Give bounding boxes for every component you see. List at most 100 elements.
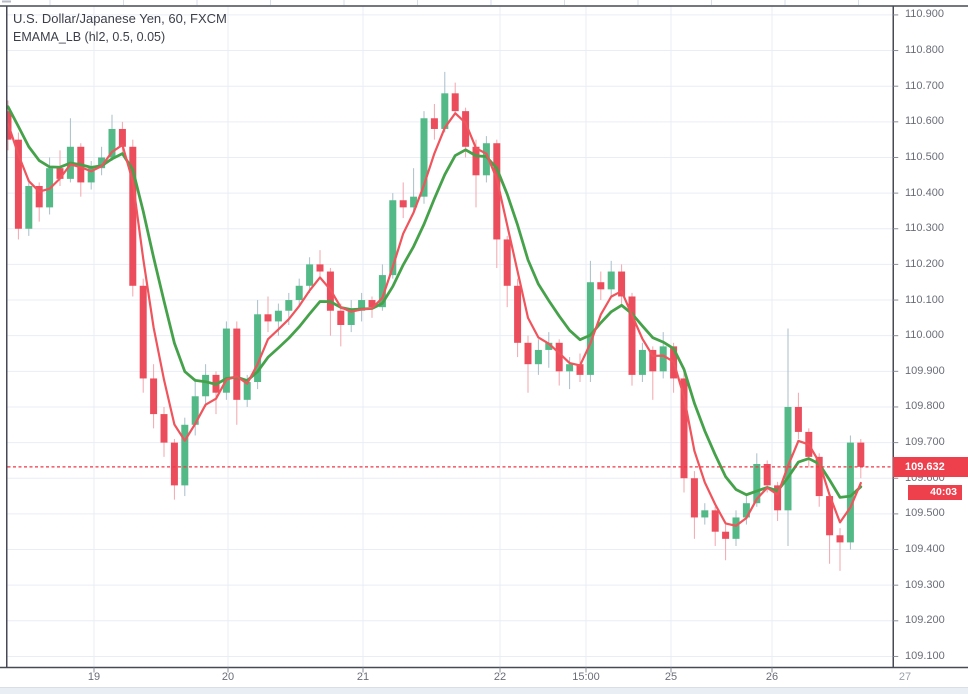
candle xyxy=(514,285,522,343)
candle xyxy=(555,342,563,372)
candle xyxy=(566,364,574,372)
candle xyxy=(87,168,95,183)
candle xyxy=(306,264,314,286)
price-axis-label: 110.000 xyxy=(905,329,944,342)
price-axis-label: 110.900 xyxy=(905,8,944,21)
candle xyxy=(25,185,33,229)
candle xyxy=(222,328,230,393)
candle xyxy=(534,349,542,365)
bar-countdown-badge: 40:03 xyxy=(908,484,962,500)
candle xyxy=(774,485,782,511)
candle xyxy=(14,139,22,229)
time-axis-label: 15:00 xyxy=(572,671,600,683)
candle xyxy=(649,349,657,372)
candle xyxy=(202,374,210,397)
candle xyxy=(410,196,418,208)
candles-layer xyxy=(7,71,865,571)
ema-line-mama xyxy=(7,112,862,527)
candle xyxy=(638,349,646,375)
candle xyxy=(836,535,844,543)
price-axis-label: 110.100 xyxy=(905,293,944,306)
chart-pane[interactable] xyxy=(7,6,893,668)
candle xyxy=(35,185,43,208)
price-axis[interactable]: 110.900 110.800 110.700 110.600 110.500 110.4… xyxy=(893,0,968,687)
candle xyxy=(784,406,792,511)
price-axis-label: 110.200 xyxy=(905,257,944,270)
candle xyxy=(254,314,262,383)
candle xyxy=(150,378,158,415)
candle xyxy=(628,296,636,375)
candle xyxy=(98,157,106,169)
candle xyxy=(857,442,865,467)
candle xyxy=(753,463,761,504)
candle xyxy=(316,264,324,272)
candle xyxy=(472,146,480,176)
candle xyxy=(285,300,293,311)
price-axis-label: 110.800 xyxy=(905,44,944,57)
price-axis-label: 110.400 xyxy=(905,186,944,199)
candle xyxy=(659,346,667,372)
candle xyxy=(191,396,199,425)
price-axis-label: 109.300 xyxy=(905,578,945,591)
candle xyxy=(420,118,428,197)
last-price-badge: 109.632 xyxy=(893,456,968,477)
candle xyxy=(368,300,376,308)
candle xyxy=(742,503,750,518)
candle xyxy=(846,442,854,543)
price-axis-label: 109.100 xyxy=(905,649,945,662)
candle xyxy=(274,310,282,322)
candle xyxy=(108,128,116,158)
candle xyxy=(815,456,823,497)
candle xyxy=(732,517,740,539)
candle xyxy=(576,364,584,375)
candle xyxy=(493,143,501,240)
candle xyxy=(337,310,345,325)
time-axis-label: 27 xyxy=(898,671,912,683)
candle xyxy=(462,111,470,147)
candle xyxy=(160,414,168,443)
candle xyxy=(763,463,771,486)
candle xyxy=(524,342,532,365)
candle xyxy=(441,93,449,129)
candle xyxy=(794,406,802,432)
candle xyxy=(680,378,688,479)
candle xyxy=(722,531,730,539)
candle xyxy=(618,271,626,297)
candle xyxy=(378,275,386,308)
candle xyxy=(545,342,553,350)
time-axis-label: 22 xyxy=(493,671,507,683)
candle xyxy=(586,282,594,375)
candle xyxy=(243,382,251,400)
price-axis-label: 109.200 xyxy=(905,614,945,627)
symbol-title: U.S. Dollar/Japanese Yen, 60, FXCM xyxy=(13,11,227,26)
candle xyxy=(826,496,834,536)
price-axis-label: 110.600 xyxy=(905,115,944,128)
candle xyxy=(690,478,698,518)
price-axis-label: 109.800 xyxy=(905,400,945,413)
candle xyxy=(139,285,147,379)
candle xyxy=(233,328,241,400)
candle xyxy=(181,424,189,486)
time-axis-label: 20 xyxy=(221,671,235,683)
candle xyxy=(56,168,64,179)
toolbar-cut-fragment xyxy=(2,0,11,3)
price-axis-label: 109.400 xyxy=(905,543,945,556)
ema-line-fama xyxy=(7,105,863,499)
bottom-strip xyxy=(0,687,968,694)
candle xyxy=(597,282,605,290)
candle xyxy=(503,239,511,286)
price-axis-label: 110.700 xyxy=(905,79,944,92)
price-axis-label: 110.300 xyxy=(905,222,944,235)
price-axis-label: 109.900 xyxy=(905,364,945,377)
indicator-title: EMAMA_LB (hl2, 0.5, 0.05) xyxy=(13,30,166,44)
candle xyxy=(295,285,303,301)
price-axis-label: 110.500 xyxy=(905,150,944,163)
candle xyxy=(399,200,407,208)
price-axis-label: 109.500 xyxy=(905,507,945,520)
candle xyxy=(701,510,709,518)
time-axis[interactable]: 19 20 21 22 15:00 25 26 27 xyxy=(0,668,968,687)
legend: U.S. Dollar/Japanese Yen, 60, FXCM EMAMA… xyxy=(13,10,227,46)
price-axis-label: 109.700 xyxy=(905,436,945,449)
candle xyxy=(482,143,490,176)
